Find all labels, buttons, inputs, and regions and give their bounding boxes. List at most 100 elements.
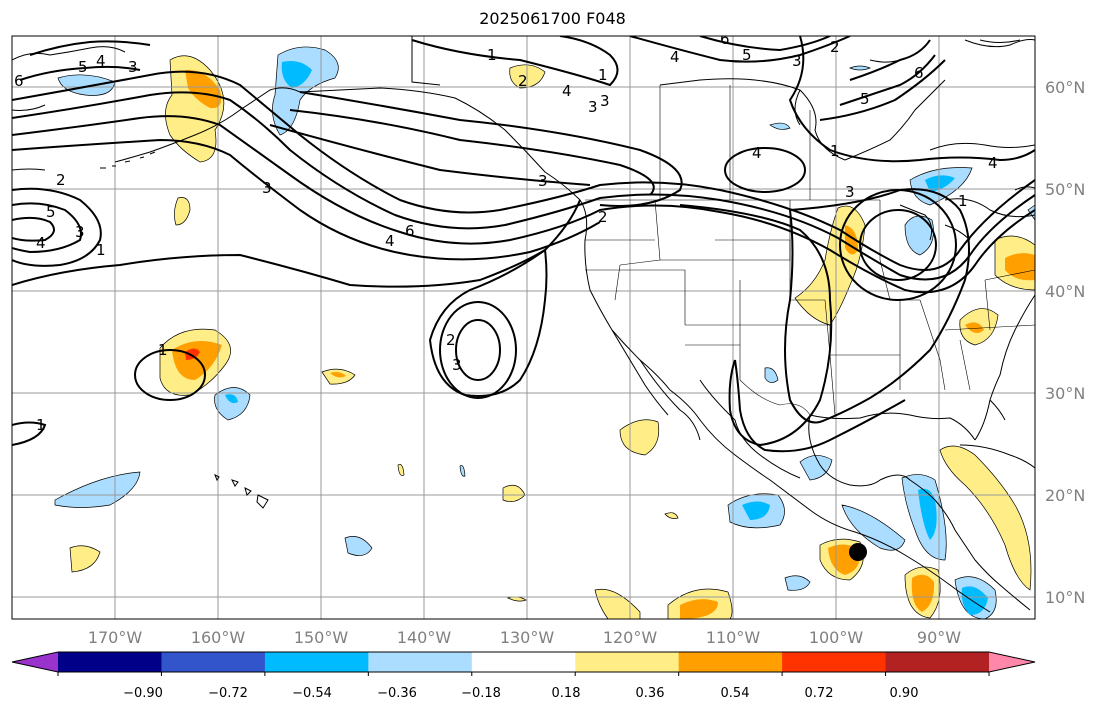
- contour-label: 6: [914, 64, 924, 82]
- contour-label: 1: [36, 416, 46, 434]
- negative-anomaly-core: [225, 394, 238, 404]
- negative-anomaly-core: [918, 488, 937, 540]
- lat-label: 30°N: [1045, 384, 1085, 403]
- contour-label: 4: [670, 48, 680, 66]
- colorbar-segment: [368, 652, 473, 672]
- lon-label: 90°W: [917, 628, 961, 647]
- contour-label: 2: [56, 171, 66, 189]
- positive-anomaly-core: [680, 599, 718, 619]
- coastlines: [12, 36, 1035, 613]
- negative-anomaly-core: [281, 61, 312, 88]
- positive-anomaly-core: [172, 341, 222, 380]
- contour-label: 3: [600, 92, 610, 110]
- map-frame: [11, 35, 1036, 620]
- colorbar-label: −0.36: [377, 686, 417, 701]
- contour-label: 3: [75, 223, 85, 241]
- contour-label: 6: [720, 30, 730, 48]
- negative-anomaly-region: [849, 65, 871, 71]
- colorbar: [11, 651, 1036, 676]
- contour-label: 4: [988, 154, 998, 172]
- colorbar-label: 0.90: [890, 686, 919, 701]
- contour-label: 4: [562, 82, 572, 100]
- negative-anomaly-region: [764, 367, 779, 383]
- positive-anomaly-region: [664, 512, 679, 519]
- contour-label: 3: [128, 58, 138, 76]
- colorbar-segment: [678, 652, 783, 672]
- colorbar-label: −0.54: [292, 686, 332, 701]
- contour-label: 2: [446, 331, 456, 349]
- colorbar-extend-high: [989, 652, 1035, 672]
- positive-anomaly-peak: [185, 348, 200, 360]
- lat-label: 20°N: [1045, 486, 1085, 505]
- positive-anomaly-region: [174, 197, 191, 226]
- negative-anomaly-region: [214, 387, 251, 421]
- contour-label: 2: [598, 208, 608, 226]
- colorbar-segment: [264, 652, 369, 672]
- contour-label: 1: [830, 142, 840, 160]
- colorbar-segment: [471, 652, 576, 672]
- longitude-labels: 170°W 160°W 150°W 140°W 130°W 120°W 110°…: [88, 628, 961, 647]
- positive-anomaly-core: [330, 372, 346, 378]
- colorbar-extend-low: [12, 652, 58, 672]
- negative-anomaly-core: [742, 501, 770, 520]
- lon-label: 100°W: [809, 628, 864, 647]
- contour-label: 1: [158, 341, 168, 359]
- contour-label: 2: [518, 72, 528, 90]
- negative-anomaly-region: [904, 215, 934, 256]
- contour-label: 6: [14, 72, 24, 90]
- contour-label-group: 6 5 4 3 1 3 2 1 3 6 4 2 3 3 5 4 1 4 6 3 …: [14, 30, 998, 434]
- lon-label: 140°W: [397, 628, 452, 647]
- graticule: [12, 36, 1035, 619]
- lat-label: 60°N: [1045, 78, 1085, 97]
- lon-label: 170°W: [88, 628, 143, 647]
- negative-anomaly-region: [459, 465, 466, 477]
- colorbar-label: −0.90: [123, 686, 163, 701]
- lat-label: 10°N: [1045, 588, 1085, 607]
- colorbar-segment: [782, 652, 887, 672]
- contour-label: 5: [860, 90, 870, 108]
- lon-label: 130°W: [500, 628, 555, 647]
- positive-anomaly-core: [1005, 253, 1035, 281]
- contour-label: 3: [538, 172, 548, 190]
- contour-label: 2: [830, 38, 840, 56]
- contour-label: 1: [958, 192, 968, 210]
- contour-label: 4: [96, 52, 106, 70]
- contour-label: 4: [36, 234, 46, 252]
- negative-anomaly-core: [925, 175, 955, 192]
- contour-label: 3: [792, 52, 802, 70]
- negative-anomaly-region: [841, 504, 906, 551]
- lon-label: 160°W: [191, 628, 246, 647]
- negative-anomaly-region: [344, 536, 373, 556]
- contour-label: 1: [598, 66, 608, 84]
- map-title: 2025061700 F048: [479, 9, 626, 28]
- colorbar-label: 0.36: [636, 686, 665, 701]
- colorbar-segment: [885, 652, 990, 672]
- colorbar-label: −0.18: [461, 686, 501, 701]
- contour-label: 3: [588, 98, 598, 116]
- negative-anomaly-region: [54, 471, 141, 508]
- contour-label: 3: [845, 183, 855, 201]
- colorbar-label: 0.72: [805, 686, 834, 701]
- contour-label: 4: [385, 232, 395, 250]
- location-marker: [849, 543, 867, 561]
- positive-anomaly-core: [845, 225, 858, 255]
- anomaly-shading: [54, 46, 1035, 619]
- positive-anomaly-region: [397, 464, 405, 476]
- positive-anomaly-region: [939, 445, 1032, 591]
- negative-anomaly-core: [961, 586, 988, 615]
- contour-label: 5: [78, 58, 88, 76]
- contour-label: 4: [752, 144, 762, 162]
- negative-anomaly-region: [769, 122, 791, 130]
- colorbar-segment: [575, 652, 680, 672]
- contour-label: 5: [742, 46, 752, 64]
- colorbar-label: −0.72: [208, 686, 248, 701]
- latitude-labels: 60°N 50°N 40°N 30°N 20°N 10°N: [1045, 78, 1085, 607]
- contour-label: 5: [46, 203, 56, 221]
- colorbar-label: 0.54: [721, 686, 750, 701]
- contour-label: 3: [262, 179, 272, 197]
- negative-anomaly-region: [799, 455, 833, 481]
- positive-anomaly-core: [911, 574, 935, 612]
- negative-anomaly-region: [784, 575, 811, 591]
- colorbar-label: 0.18: [552, 686, 581, 701]
